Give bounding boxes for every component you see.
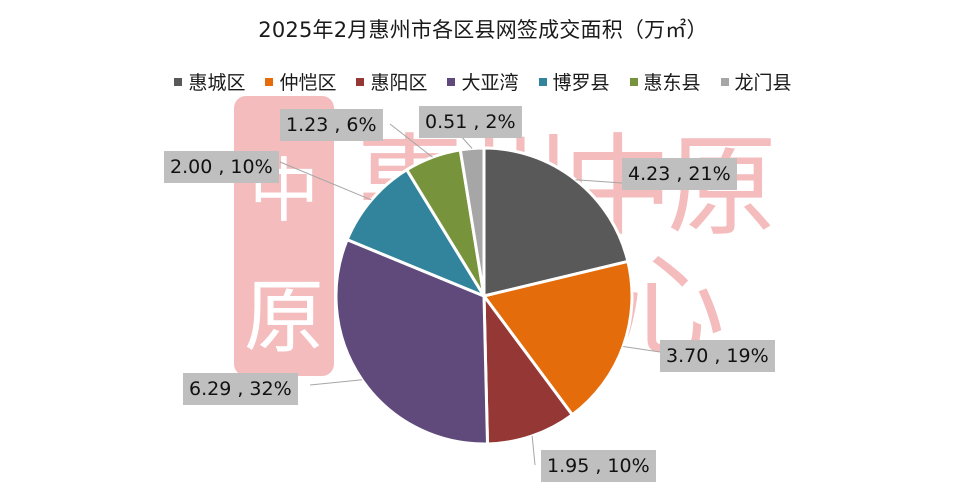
legend-label: 惠东县 <box>643 72 701 94</box>
watermark-seal-char-2: 原 <box>244 271 324 364</box>
data-label-longmen: 0.51 , 2% <box>419 106 522 138</box>
legend-item-huicheng[interactable]: 惠城区 <box>174 68 245 95</box>
data-label-zhongkai: 3.70 , 19% <box>660 340 775 372</box>
legend-label: 仲恺区 <box>279 72 337 94</box>
legend-swatch-icon <box>174 77 183 86</box>
pie-slice-longmen[interactable] <box>458 146 486 297</box>
pie-slice-huiyang[interactable] <box>482 291 575 446</box>
legend-item-huidong[interactable]: 惠东县 <box>629 68 701 95</box>
legend-swatch-icon <box>538 77 547 86</box>
legend-swatch-icon <box>265 77 274 86</box>
pie-slice-dayawan[interactable] <box>334 237 490 446</box>
leader-line <box>389 123 433 158</box>
legend-item-boluo[interactable]: 博罗县 <box>538 68 610 95</box>
legend-label: 惠城区 <box>188 72 246 94</box>
legend-label: 博罗县 <box>552 72 610 94</box>
legend-label: 龙门县 <box>734 72 792 94</box>
chart-title: 2025年2月惠州市各区县网签成交面积（万㎡） <box>258 18 708 42</box>
legend-label: 惠阳区 <box>370 72 428 94</box>
legend-swatch-icon <box>720 77 729 86</box>
legend-item-huiyang[interactable]: 惠阳区 <box>356 68 427 95</box>
pie-slice-zhongkai[interactable] <box>481 259 634 417</box>
data-label-huicheng: 4.23 , 21% <box>622 158 737 190</box>
leader-line <box>531 435 536 466</box>
legend-swatch-icon <box>356 77 365 86</box>
legend-item-zhongkai[interactable]: 仲恺区 <box>265 68 336 95</box>
pie-slice-huicheng[interactable] <box>482 146 630 298</box>
data-label-boluo: 2.00 , 10% <box>164 151 279 183</box>
legend-swatch-icon <box>447 77 456 86</box>
leader-line <box>623 345 661 353</box>
legend-item-longmen[interactable]: 龙门县 <box>720 68 792 95</box>
leader-line <box>575 179 623 184</box>
data-label-dayawan: 6.29 , 32% <box>183 373 298 405</box>
legend-item-dayawan[interactable]: 大亚湾 <box>447 68 519 95</box>
legend: 惠城区 仲恺区 惠阳区 大亚湾 博罗县 惠东县 龙门县 <box>0 68 966 95</box>
data-label-huidong: 1.23 , 6% <box>280 109 383 141</box>
data-label-huiyang: 1.95 , 10% <box>541 450 656 482</box>
leader-line <box>279 161 372 201</box>
leader-line <box>309 379 363 386</box>
legend-label: 大亚湾 <box>461 72 519 94</box>
legend-swatch-icon <box>629 77 638 86</box>
